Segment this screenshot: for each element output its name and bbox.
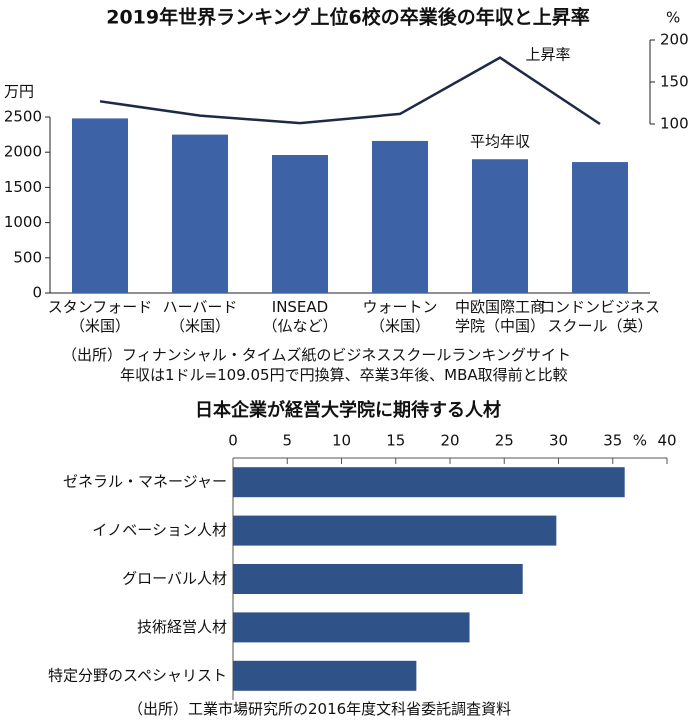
x-tick-label: 20 xyxy=(440,432,459,450)
y2-unit: % xyxy=(666,9,680,27)
y-tick-label: 2500 xyxy=(4,108,42,126)
bar xyxy=(233,660,417,691)
bar xyxy=(372,140,428,293)
y-tick-label: 1500 xyxy=(4,178,42,196)
x-tick-label: ウォートン （米国） xyxy=(362,298,438,335)
x-tick-label: 5 xyxy=(282,432,292,450)
bar xyxy=(272,155,328,293)
x-tick-label: 40 xyxy=(657,432,676,450)
x-tick-label: 25 xyxy=(495,432,514,450)
x-tick-label: INSEAD （仏など） xyxy=(262,298,338,335)
y-tick-label: イノベーション人材 xyxy=(92,521,227,539)
x-unit: % xyxy=(633,432,647,450)
bar xyxy=(172,134,228,293)
bar xyxy=(233,467,625,498)
bar xyxy=(233,515,557,546)
y-tick-label: 特定分野のスペシャリスト xyxy=(48,666,227,684)
note: （出所）フィナンシャル・タイムズ紙のビジネススクールランキングサイト xyxy=(62,346,571,364)
bar xyxy=(472,159,528,293)
bar xyxy=(572,162,628,293)
x-tick-label: 30 xyxy=(549,432,568,450)
series-label: 平均年収 xyxy=(470,133,530,151)
line xyxy=(99,56,601,126)
x-tick-label: スタンフォード （米国） xyxy=(47,298,153,335)
y-tick-label: ゼネラル・マネージャー xyxy=(63,473,227,491)
note: （出所）工業市場研究所の2016年度文科省委託調査資料 xyxy=(128,700,512,718)
x-tick-label: ロンドンビジネス スクール（英） xyxy=(540,298,661,335)
y-tick-label: 500 xyxy=(13,248,42,266)
y2-tick-label: 150 xyxy=(660,73,689,91)
y-tick-label: 技術経営人材 xyxy=(137,618,227,636)
chart-title: 日本企業が経営大学院に期待する人材 xyxy=(195,399,501,421)
y2-tick-label: 100 xyxy=(660,115,689,133)
y-unit: 万円 xyxy=(4,83,34,101)
y-tick-label: 2000 xyxy=(4,143,42,161)
x-tick-label: 35 xyxy=(603,432,622,450)
y-tick-label: 1000 xyxy=(4,213,42,231)
y2-tick-label: 200 xyxy=(660,31,689,49)
note: 年収は1ドル=109.05円で円換算、卒業3年後、MBA取得前と比較 xyxy=(120,366,568,384)
bar xyxy=(233,612,470,643)
x-tick-label: 10 xyxy=(332,432,351,450)
series-label: 上昇率 xyxy=(525,46,570,64)
bar xyxy=(72,118,128,294)
x-tick-label: 15 xyxy=(386,432,405,450)
chart-title: 2019年世界ランキング上位6校の卒業後の年収と上昇率 xyxy=(106,6,590,29)
bar xyxy=(233,564,523,594)
y-tick-label: 0 xyxy=(32,284,42,302)
x-tick-label: 中欧国際工商 学院（中国） xyxy=(454,298,545,335)
x-tick-label: ハーバード （米国） xyxy=(162,298,238,335)
x-tick-label: 0 xyxy=(228,432,238,450)
y-tick-label: グローバル人材 xyxy=(122,570,227,588)
